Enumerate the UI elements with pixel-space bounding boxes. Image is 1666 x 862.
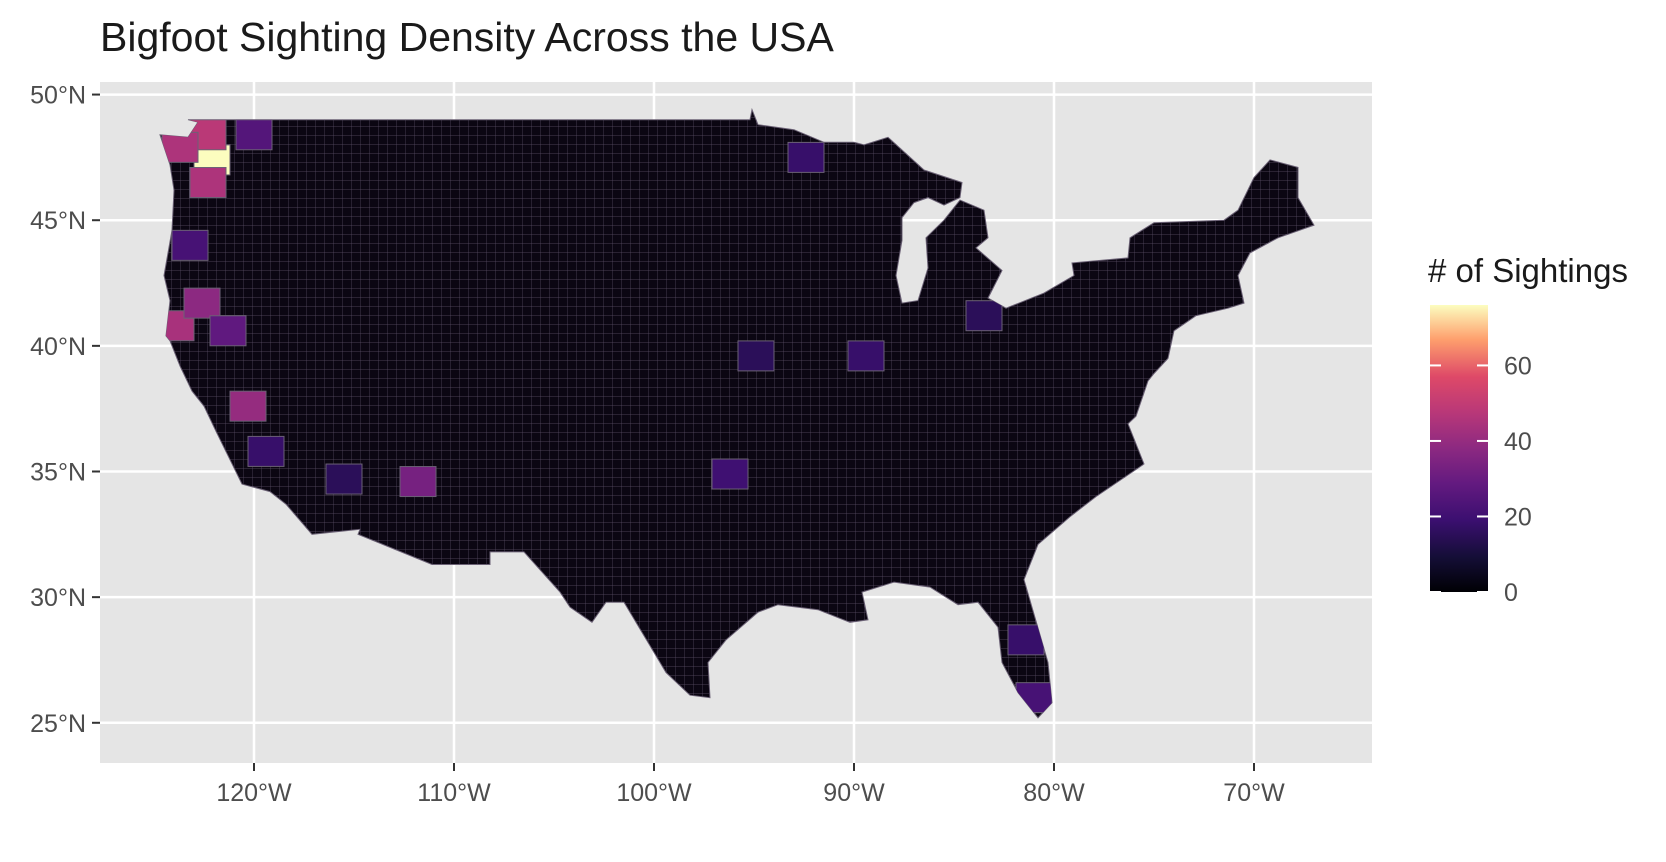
- county-hotspot: [965, 300, 1003, 332]
- county-hotspot: [235, 119, 273, 151]
- x-tick-label: 120°W: [216, 779, 292, 807]
- y-tick-label: 45°N: [30, 207, 86, 235]
- x-tick-label: 110°W: [417, 779, 491, 807]
- legend-tick-label: 20: [1504, 503, 1532, 531]
- county-hotspot: [325, 463, 363, 495]
- county-hotspot: [1007, 624, 1045, 656]
- y-tick-label: 50°N: [30, 82, 86, 110]
- legend-colorbar: [1430, 305, 1488, 592]
- county-hotspot: [209, 315, 247, 347]
- legend-title: # of Sightings: [1428, 252, 1628, 289]
- county-hotspot: [171, 229, 209, 261]
- legend-ticks: 0 20 40 60: [1430, 352, 1532, 607]
- y-tick-label: 40°N: [30, 333, 86, 361]
- county-hotspot: [787, 141, 825, 173]
- county-hotspot: [247, 435, 285, 467]
- x-tick-label: 80°W: [1023, 779, 1085, 807]
- y-tick-label: 30°N: [30, 584, 86, 612]
- x-tick-label: 70°W: [1223, 779, 1285, 807]
- legend-tick-label: 40: [1504, 428, 1532, 456]
- y-tick-label: 35°N: [30, 459, 86, 487]
- county-hotspot: [399, 466, 437, 498]
- x-tick-label: 100°W: [616, 779, 692, 807]
- county-hotspot: [711, 458, 749, 490]
- y-tick-label: 25°N: [30, 710, 86, 738]
- county-hotspot: [189, 167, 227, 199]
- legend-tick-label: 0: [1504, 579, 1518, 607]
- county-hotspot: [229, 390, 267, 422]
- county-hotspot: [183, 287, 221, 319]
- county-hotspot: [737, 340, 775, 372]
- county-hotspot: [847, 340, 885, 372]
- x-tick-label: 90°W: [823, 779, 885, 807]
- legend-tick-label: 60: [1504, 352, 1532, 380]
- chart-title: Bigfoot Sighting Density Across the USA: [100, 14, 834, 60]
- axes: 120°W 110°W 100°W 90°W 80°W 70°W 50°N 45°N 40°N 3…: [30, 82, 1285, 807]
